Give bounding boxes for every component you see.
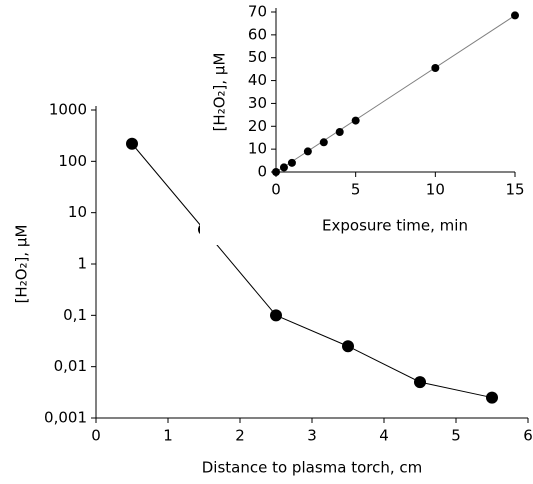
y-tick-label: 1000 [49, 101, 87, 119]
data-point [126, 137, 138, 150]
y-tick-label: 0 [257, 163, 267, 181]
data-point [303, 147, 312, 156]
x-tick-label: 4 [379, 427, 389, 445]
inset-chart: 0 10 20 30 40 50 60 70 0 5 10 15 Exposure time, min [… [211, 3, 525, 235]
y-tick-label: 1 [77, 255, 87, 273]
x-tick-label: 0 [271, 181, 281, 199]
y-tick-label: 100 [58, 152, 87, 170]
x-axis-label: Exposure time, min [322, 217, 468, 235]
data-point [431, 64, 440, 72]
y-tick-label: 0,01 [54, 357, 87, 375]
x-tick-label: 15 [505, 181, 524, 199]
x-axis-label: Distance to plasma torch, cm [202, 459, 423, 477]
data-point [511, 11, 519, 20]
x-tick-label: 1 [163, 427, 173, 445]
data-point [335, 128, 344, 136]
y-tick-label: 60 [248, 25, 267, 43]
data-point [414, 376, 426, 389]
data-point [287, 158, 296, 167]
data-point [270, 309, 282, 322]
y-tick-label: 30 [248, 94, 267, 112]
data-line [131, 143, 493, 399]
y-tick-label: 50 [248, 48, 267, 66]
data-point [486, 391, 498, 404]
data-point [319, 138, 328, 147]
y-axis-label: [H₂O₂], μM [13, 225, 31, 304]
inset-background [200, 0, 533, 245]
data-point [342, 340, 354, 353]
x-tick-label: 10 [426, 181, 445, 199]
y-tick-label: 40 [248, 71, 267, 89]
x-tick-label: 6 [523, 427, 533, 445]
y-tick-label: 10 [248, 140, 267, 158]
x-tick-label: 0 [91, 427, 101, 445]
y-tick-label: 10 [68, 203, 87, 221]
x-tick-label: 5 [451, 427, 461, 445]
y-tick-label: 20 [248, 117, 267, 135]
data-point [351, 116, 360, 125]
y-tick-label: 0,001 [44, 409, 87, 427]
data-point [272, 168, 280, 176]
y-axis-label: [H₂O₂], μM [211, 53, 229, 132]
x-tick-label: 5 [351, 181, 361, 199]
x-tick-label: 3 [307, 427, 317, 445]
y-tick-label: 0,1 [63, 306, 87, 324]
trend-line [275, 15, 516, 173]
data-point [279, 163, 288, 172]
y-tick-label: 70 [248, 3, 267, 21]
x-tick-label: 2 [235, 427, 245, 445]
